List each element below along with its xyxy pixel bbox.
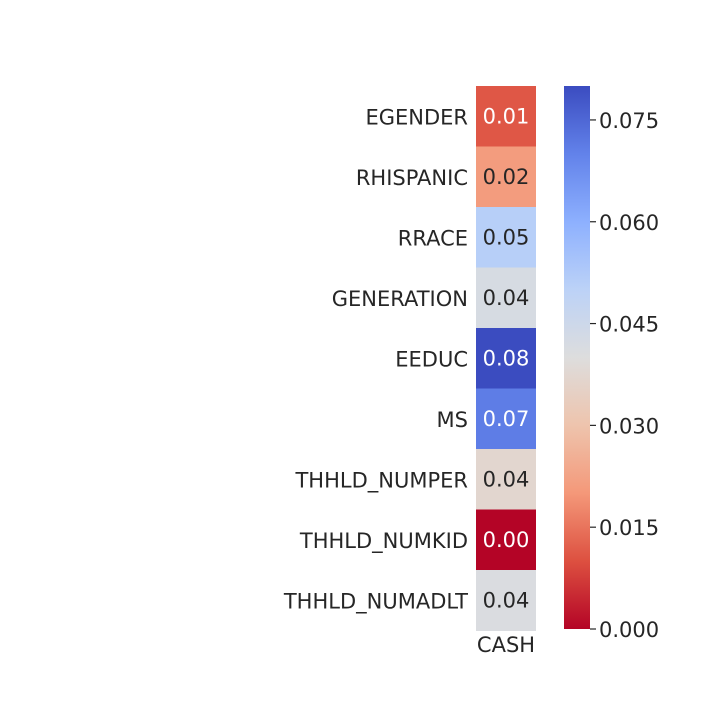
heatmap-cell: [476, 328, 536, 389]
cell-annotation: 0.02: [483, 165, 530, 189]
column-labels: CASH: [477, 633, 535, 657]
heatmap-cell: [476, 509, 536, 571]
row-label: GENERATION: [332, 287, 468, 311]
colorbar: 0.000 0.015 0.030 0.045 0.060 0.075: [564, 86, 659, 642]
cell-annotation: 0.04: [483, 467, 530, 491]
heatmap-cell: [476, 388, 536, 450]
heatmap-cell: [476, 207, 536, 268]
row-label: MS: [437, 408, 468, 432]
cell-annotation: 0.01: [483, 104, 530, 128]
colorbar-tick-label: 0.060: [599, 211, 659, 235]
cell-annotation: 0.07: [483, 407, 530, 431]
colorbar-tick-label: 0.015: [599, 516, 659, 540]
colorbar-tick-label: 0.045: [599, 313, 659, 337]
colorbar-tick-label: 0.075: [599, 109, 659, 133]
row-label: EEDUC: [395, 347, 468, 371]
row-label: RRACE: [398, 226, 468, 250]
heatmap-cell: [476, 570, 536, 631]
row-label: RHISPANIC: [356, 166, 468, 190]
heatmap-cell: [476, 146, 536, 208]
cell-annotation: 0.04: [483, 286, 530, 310]
colorbar-tick-label: 0.000: [599, 618, 659, 642]
heatmap-cell: [476, 267, 536, 329]
row-labels: EGENDER RHISPANIC RRACE GENERATION EEDUC MS TH…: [283, 105, 468, 614]
row-label: THHLD_NUMKID: [299, 529, 468, 554]
row-label: THHLD_NUMADLT: [283, 589, 468, 614]
heatmap-cell: [476, 449, 536, 510]
cell-annotation: 0.05: [483, 225, 530, 249]
heatmap-cells: 0.01 0.02 0.05 0.04 0.08 0.07 0.04 0.00 0.04: [476, 86, 536, 631]
colorbar-gradient: [564, 86, 590, 629]
row-label: THHLD_NUMPER: [294, 468, 468, 493]
colorbar-tick-label: 0.030: [599, 414, 659, 438]
heatmap-cell: [476, 86, 536, 147]
cell-annotation: 0.00: [483, 528, 530, 552]
cell-annotation: 0.04: [483, 588, 530, 612]
column-label: CASH: [477, 633, 535, 657]
cell-annotation: 0.08: [483, 346, 530, 370]
row-label: EGENDER: [365, 105, 468, 129]
